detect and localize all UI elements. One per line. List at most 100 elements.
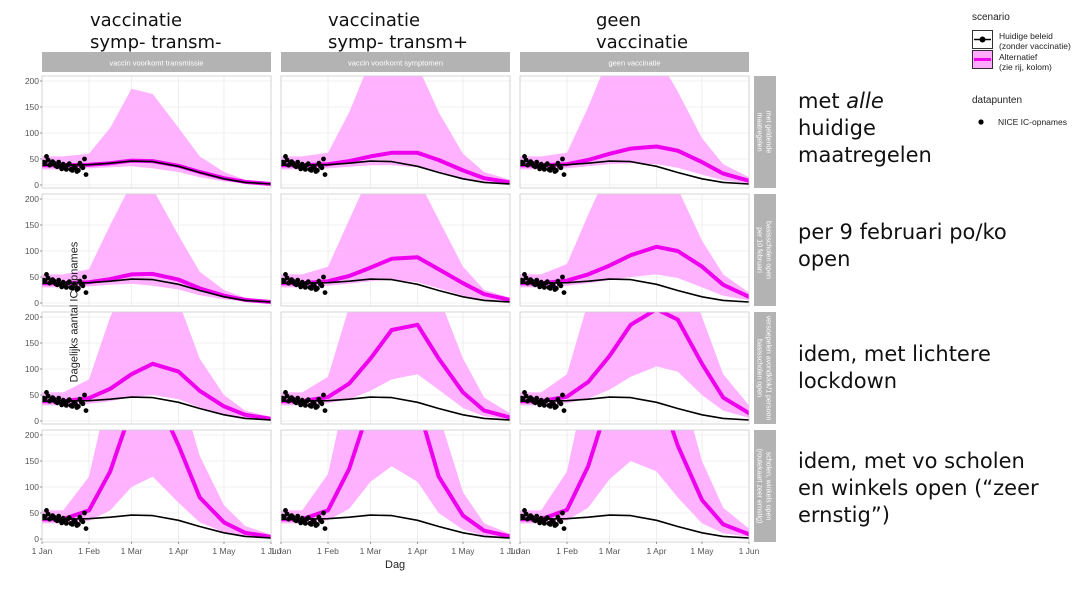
panel-r4-c2-data-point [284,511,290,517]
panel-r4-c3-data-point [544,515,550,521]
row-strip-label-3-2: basisscholen open [756,339,763,397]
panel-r3-c3-data-point [522,390,527,395]
panel-r3-c1-data-point [45,393,51,399]
panel-r3-c3-data-point [523,393,529,399]
y-tick-label-r3-1: 50 [30,390,40,400]
panel-r3-c1-data-point [60,397,66,403]
panel-r4-c2-alternative-line [281,430,510,539]
panel-r1-c3-data-point [523,157,529,163]
panel-r3-c3-data-point [538,397,544,403]
y-tick-label-r4-3: 150 [25,456,39,466]
panel-r3-c2-data-point [295,395,301,401]
y-axis-label: Dagelijks aantal IC-opnames [68,241,81,383]
panel-r3-c1-plot-area [42,312,271,421]
panel-r3-c1-data-point [56,395,62,401]
panel-r4-c1-data-point [56,513,62,519]
panel-r1-c1-plot-area [42,88,271,186]
x-tick-label-c1-3: 1 Apr [169,546,189,556]
panel-r4-c1-data-point [44,508,49,513]
row-label-1-line2: maatregelen [798,143,932,167]
panel-r1-c1-data-point [45,157,51,163]
panel-r2-c3-uncertainty-band [520,194,749,301]
row-strip-1 [754,76,776,188]
column-header-3-line1: geen [596,10,641,31]
row-strip-label-2-1: basisscholen open [765,221,772,279]
panel-r1-c1-data-point [60,161,66,167]
y-tick-label-r4-4: 200 [25,430,39,440]
y-tick-label-r2-4: 200 [25,194,39,204]
panel-r4-c1-data-point [76,522,81,527]
panel-r3-c1-data-point [76,404,81,409]
panel-r3-c1-data-point [66,397,72,403]
y-tick-label-r1-1: 50 [30,154,40,164]
panel-r2-c1-data-point [56,277,62,283]
legend-point-icon [978,119,984,125]
panel-r4-c3-uncertainty-band [520,430,749,537]
y-tick-label-r1-2: 100 [25,128,39,138]
panel-r2-c3-data-point [561,290,567,295]
x-tick-label-c3-1: 1 Feb [556,546,578,556]
panel-r2-c1-border [41,193,272,307]
row-strip-4 [754,430,776,542]
x-tick-label-c1-2: 1 Mar [121,546,143,556]
panel-r1-c1-data-point [66,161,72,167]
legend-current-line2: (zonder vaccinatie) [999,41,1071,51]
y-tick-label-r3-0: 0 [34,416,39,426]
y-tick-label-r4-2: 100 [25,482,39,492]
panel-r3-c3-data-point [560,392,565,398]
row-strip-label-4-2: (routekaart zeer ernstig) [756,449,763,524]
panel-r1-c1-data-point [83,172,89,178]
column-strip-3 [520,52,749,72]
y-tick-label-r3-2: 100 [25,364,39,374]
panel-r1-c3-plot-area [520,76,749,185]
panel-r1-c3-data-point [544,161,550,167]
panel-r1-c1-data-point [44,154,49,159]
panel-r2-c3-data-point [538,279,544,285]
panel-r1-c3-data-point [538,161,544,167]
column-header-3: geen vaccinatie [596,10,688,54]
panel-r2-c3-data-point [560,274,565,280]
panel-r2-c1-data-point [76,286,81,291]
y-tick-label-r2-0: 0 [34,298,39,308]
panel-r1-c3-data-point [561,172,567,178]
panel-r1-c2-data-point [315,168,320,173]
legend-points-title: datapunten [972,95,1023,106]
panel-r2-c3-data-point [544,279,550,285]
column-header-2-line1: vaccinatie [328,10,421,31]
x-tick-label-c2-1: 1 Feb [317,546,339,556]
panel-r2-c1-data-point [45,275,51,281]
column-strip-label-3: geen vaccinatie [608,59,660,68]
row-label-1-line1: huidige [798,116,876,140]
legend-alternative-label: Alternatief (zie rij, kolom) [999,52,1052,72]
panel-r3-c1-data-point [83,408,89,413]
panel-r2-c3-data-point [558,283,564,289]
panel-r2-c3-data-point [541,285,547,290]
panel-r4-c2-uncertainty-band [281,430,510,538]
x-axis-label: Dag [385,559,406,571]
panel-r3-c1-data-point [82,392,87,398]
panel-r2-c2-data-point [319,283,325,289]
y-tick-label-r1-4: 200 [25,76,39,86]
x-tick-label-c1-1: 1 Feb [78,546,100,556]
row-strip-2 [754,194,776,306]
panel-r3-c3-data-point [544,397,550,403]
panel-r1-c2-uncertainty-band [281,76,510,184]
panel-r1-c2-plot-area [281,76,510,185]
panel-r3-c3-data-point [561,408,567,413]
panel-r4-c2-data-point [321,510,326,516]
panel-r4-c3-data-point [522,508,527,513]
panel-r4-c1-data-point [45,511,51,517]
panel-r4-c3-border [519,429,750,543]
row-strip-label-group-3: versoepelen avondklok/1 persoonbasisscho… [756,316,772,421]
panel-r2-c2-data-point [283,272,288,277]
panel-r1-c1-data-point [80,165,86,171]
row-strip-label-2-2: per 10 februari [756,227,763,273]
panel-r1-c3-data-point [554,168,559,173]
panel-r3-c1-data-point [80,401,86,407]
panel-r4-c2-data-point [299,515,305,521]
panel-r3-c3-data-point [554,404,559,409]
panel-r3-c2-data-point [315,404,320,409]
panel-r3-c3-data-point [534,395,540,401]
